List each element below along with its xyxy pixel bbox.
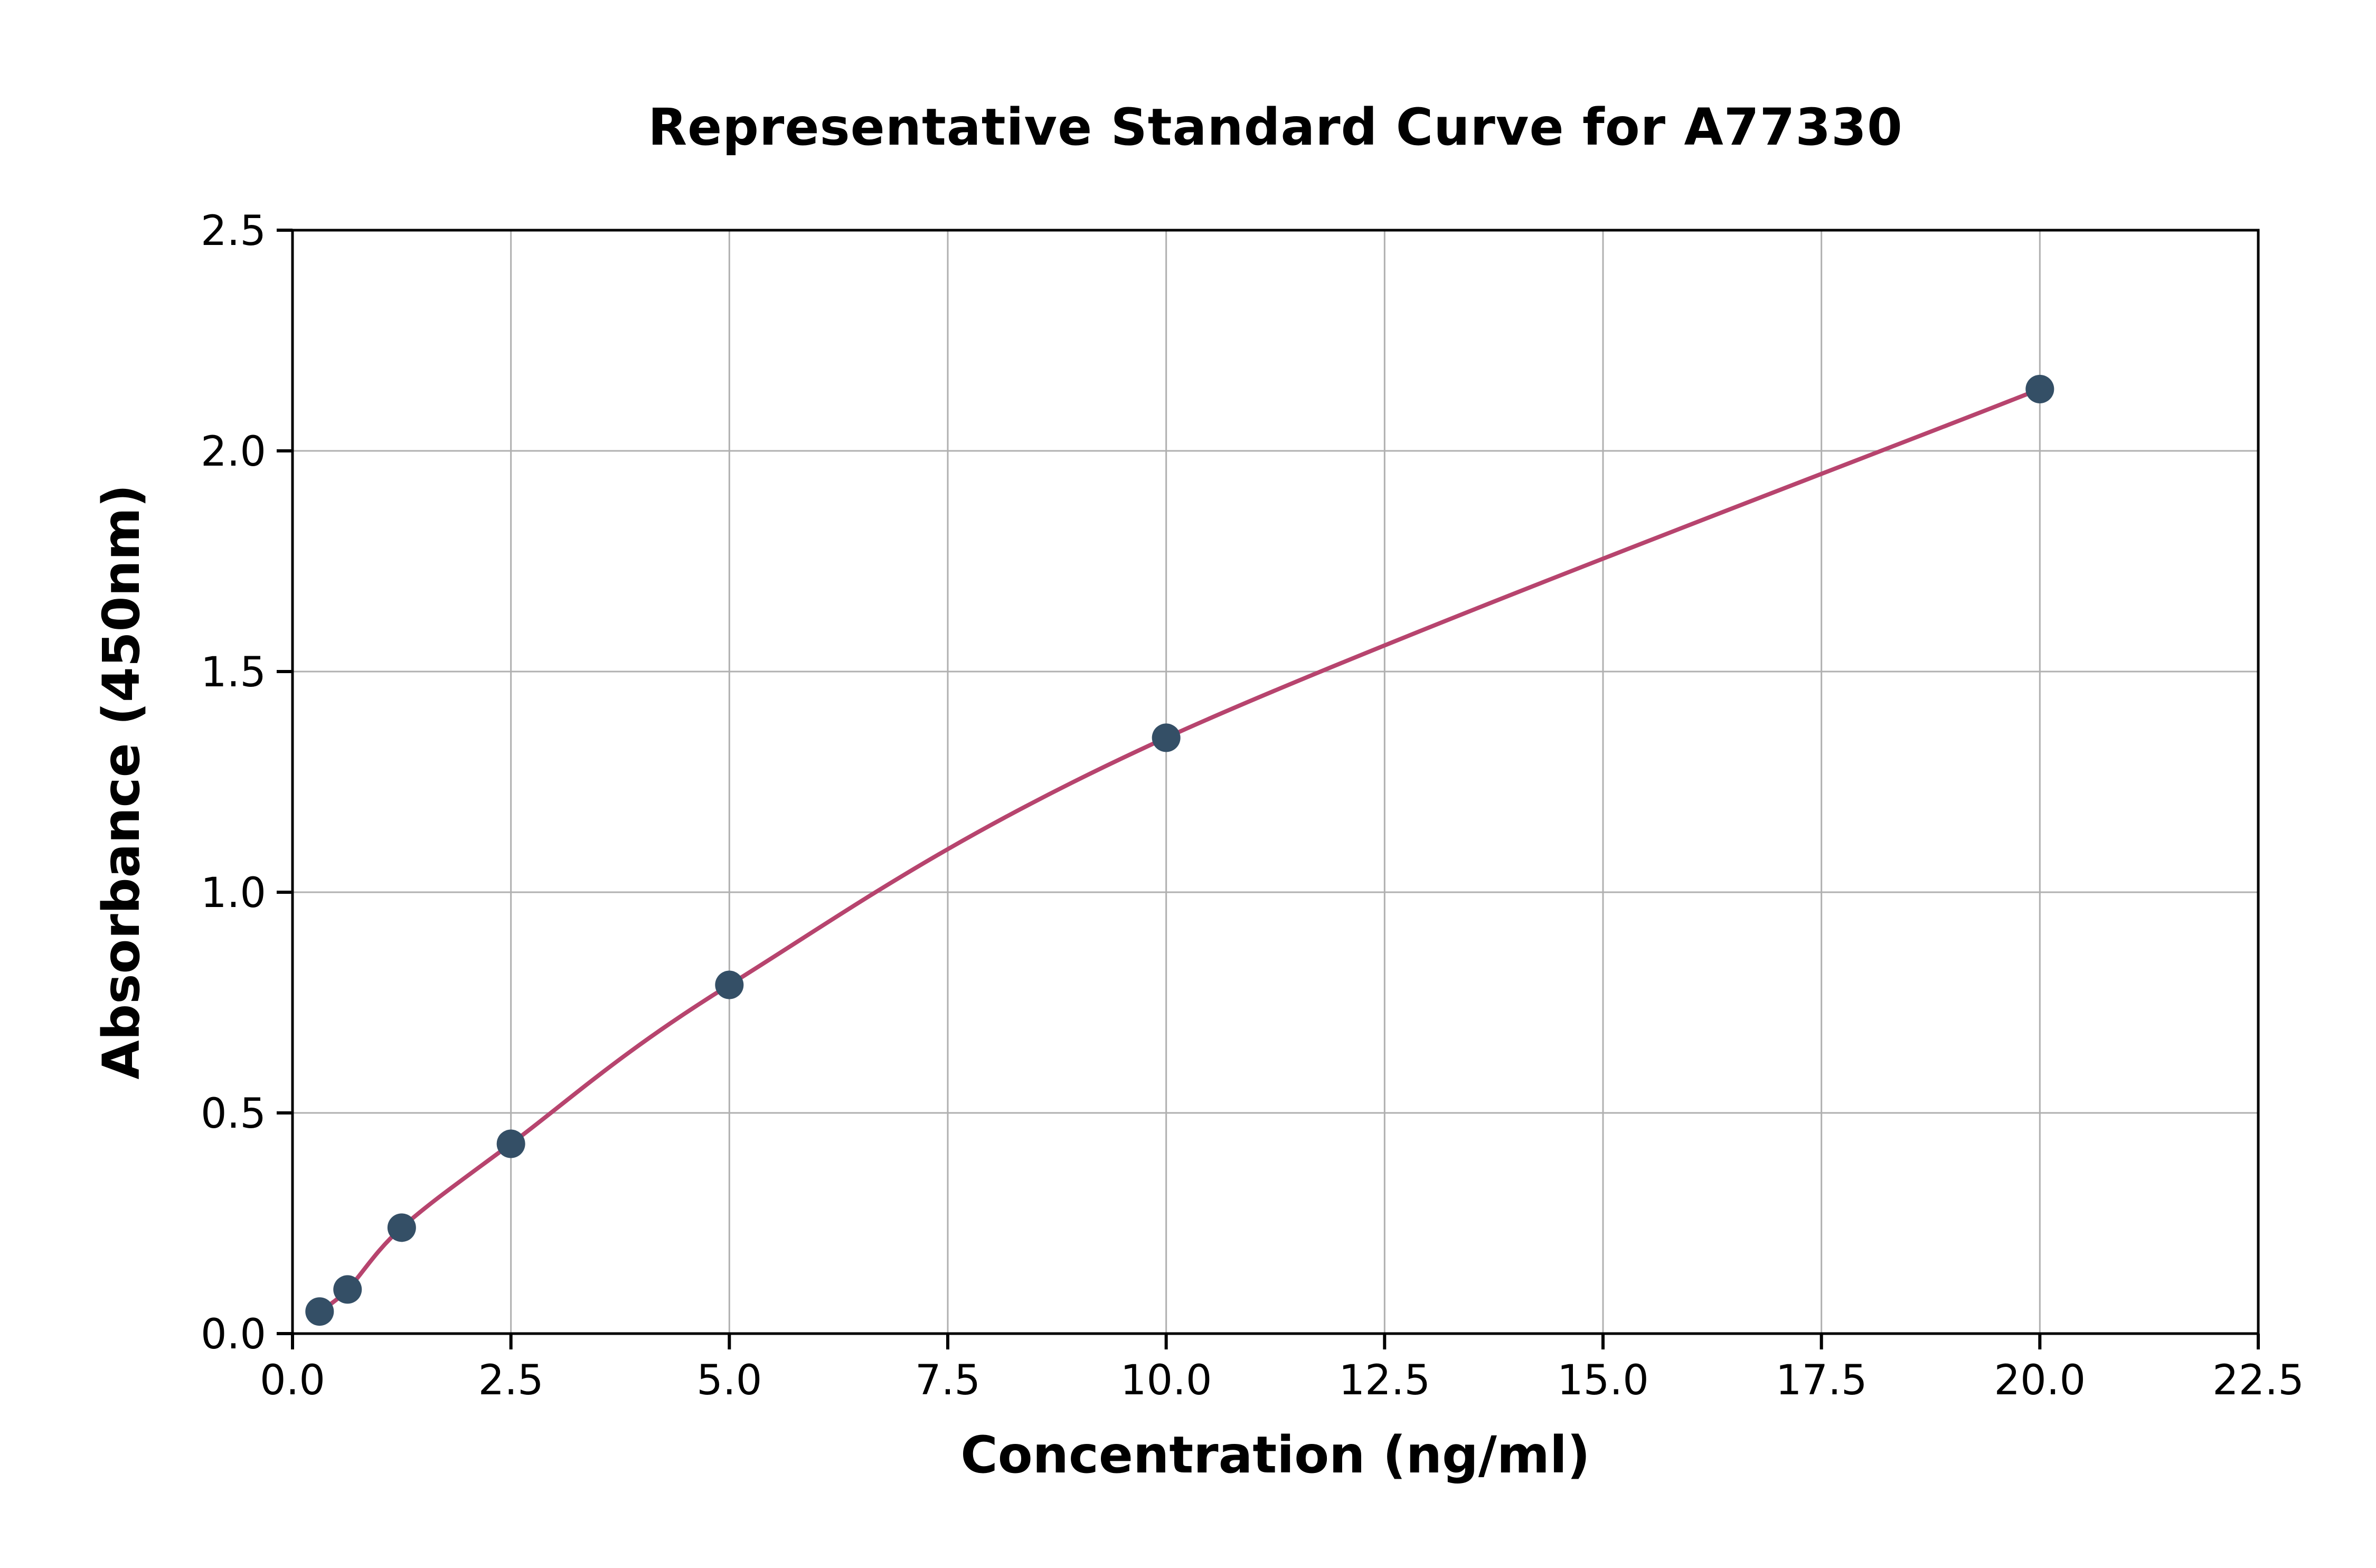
fit-curve xyxy=(317,386,2042,1314)
y-tick-label: 1.5 xyxy=(201,649,266,696)
y-tick-label: 2.5 xyxy=(201,207,266,255)
y-tick-label: 0.0 xyxy=(201,1311,266,1358)
plot-frame xyxy=(291,229,2260,1335)
chart-title: Representative Standard Curve for A77330 xyxy=(648,98,1903,157)
x-tick-label: 0.0 xyxy=(260,1357,325,1404)
x-tick-label: 15.0 xyxy=(1557,1357,1649,1404)
x-tick-label: 2.5 xyxy=(478,1357,544,1404)
x-tick-label: 20.0 xyxy=(1994,1357,2086,1404)
x-tick-label: 7.5 xyxy=(915,1357,980,1404)
x-tick-label: 17.5 xyxy=(1776,1357,1868,1404)
x-axis-label: Concentration (ng/ml) xyxy=(960,1425,1590,1485)
y-tick-label: 1.0 xyxy=(201,870,266,917)
data-point xyxy=(715,970,744,999)
data-point xyxy=(1152,723,1181,752)
x-tick-label: 10.0 xyxy=(1120,1357,1212,1404)
x-tick-label: 22.5 xyxy=(2212,1357,2304,1404)
data-point xyxy=(333,1275,362,1304)
x-tick-label: 5.0 xyxy=(696,1357,762,1404)
y-tick-label: 0.5 xyxy=(201,1090,266,1138)
data-point xyxy=(2025,374,2054,403)
data-point xyxy=(305,1297,334,1326)
data-point xyxy=(387,1213,416,1242)
data-point xyxy=(496,1129,525,1158)
x-tick-label: 12.5 xyxy=(1338,1357,1430,1404)
y-tick-label: 2.0 xyxy=(201,428,266,476)
